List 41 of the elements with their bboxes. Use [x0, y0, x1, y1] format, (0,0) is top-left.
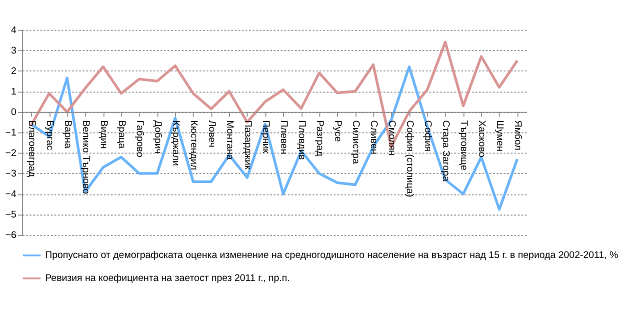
- legend-label: Ревизия на коефициента на заетост през 2011 г., пр.п.: [45, 273, 290, 284]
- y-tick-label: 4: [10, 24, 17, 36]
- x-tick-label: Силистра: [350, 120, 362, 165]
- x-tick-label: Сливен: [368, 120, 380, 154]
- x-tick-label: Враца: [116, 120, 127, 150]
- x-tick-label: Монтана: [224, 120, 235, 160]
- x-tick-label: Пазарджик: [242, 120, 253, 170]
- x-tick-label: Плевен: [278, 120, 289, 154]
- x-tick-label: Ловеч: [206, 120, 217, 148]
- x-tick-label: Ямбол: [512, 120, 524, 150]
- x-tick-label: София: [422, 120, 434, 152]
- y-tick-label: 3: [10, 45, 16, 56]
- x-tick-label: Перник: [260, 120, 271, 154]
- legend-label: Пропуснато от демографската оценка изменение на средногодишното население на възраст над 15 г. в периода 2002-2011, %: [45, 250, 619, 262]
- x-tick-label: Добрич: [152, 120, 163, 154]
- x-tick-label: София (столица): [404, 120, 416, 198]
- x-tick-label: Видин: [98, 120, 109, 149]
- x-tick-label: Русе: [332, 120, 344, 142]
- x-tick-label: Кюстендил: [188, 120, 199, 170]
- y-tick-label: −3: [5, 168, 16, 180]
- x-tick-label: Кърджали: [170, 120, 181, 166]
- y-tick-label: −1: [5, 128, 16, 139]
- x-tick-label: Велико Търново: [80, 120, 91, 194]
- x-tick-label: Стара Загора: [440, 120, 452, 182]
- x-tick-label: Варна: [62, 120, 73, 149]
- y-tick-label: −5: [5, 210, 16, 221]
- y-tick-label: −2: [5, 148, 16, 160]
- y-tick-label: 0: [10, 107, 17, 118]
- x-tick-label: Търговище: [458, 120, 470, 170]
- x-tick-label: Благоевград: [26, 120, 37, 178]
- y-tick-label: −4: [5, 189, 17, 200]
- y-tick-label: 1: [10, 86, 16, 98]
- x-tick-label: Смолян: [386, 120, 398, 156]
- x-tick-label: Шумен: [494, 120, 506, 152]
- x-tick-label: Пловдив: [296, 120, 307, 160]
- y-tick-label: −6: [5, 230, 16, 242]
- x-tick-label: Хасково: [476, 120, 488, 158]
- x-tick-label: Габрово: [134, 120, 145, 158]
- x-tick-label: Бургас: [44, 120, 55, 150]
- x-tick-label: Разград: [314, 120, 325, 157]
- y-tick-label: 2: [10, 66, 16, 77]
